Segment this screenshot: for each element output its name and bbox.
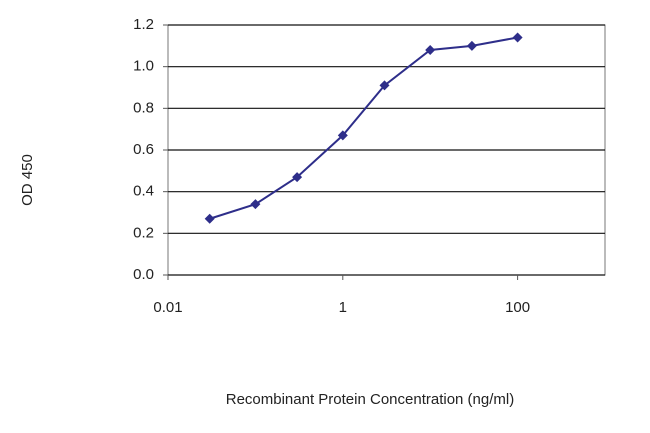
data-point xyxy=(292,172,303,183)
y-tick-label: 0.8 xyxy=(133,99,154,116)
series-line xyxy=(209,36,518,220)
data-point xyxy=(337,130,348,141)
y-axis-label: OD 450 xyxy=(19,154,36,206)
y-tick-label: 1.2 xyxy=(133,16,154,33)
data-point xyxy=(250,199,261,210)
y-tick-label: 0.2 xyxy=(133,224,154,241)
y-tick-label: 1.0 xyxy=(133,58,154,75)
data-point xyxy=(466,40,477,51)
y-tick-label: 0.0 xyxy=(133,266,154,283)
x-tick-label: 1 xyxy=(339,299,347,316)
x-tick-label: 0.01 xyxy=(153,299,182,316)
data-point xyxy=(379,80,390,91)
data-point xyxy=(512,32,523,43)
x-tick-label: 100 xyxy=(505,299,530,316)
y-tick-label: 0.6 xyxy=(133,141,154,158)
x-axis-label: Recombinant Protein Concentration (ng/ml… xyxy=(226,391,514,408)
data-point xyxy=(204,213,215,224)
y-tick-label: 0.4 xyxy=(133,183,154,200)
data-point xyxy=(425,45,436,55)
